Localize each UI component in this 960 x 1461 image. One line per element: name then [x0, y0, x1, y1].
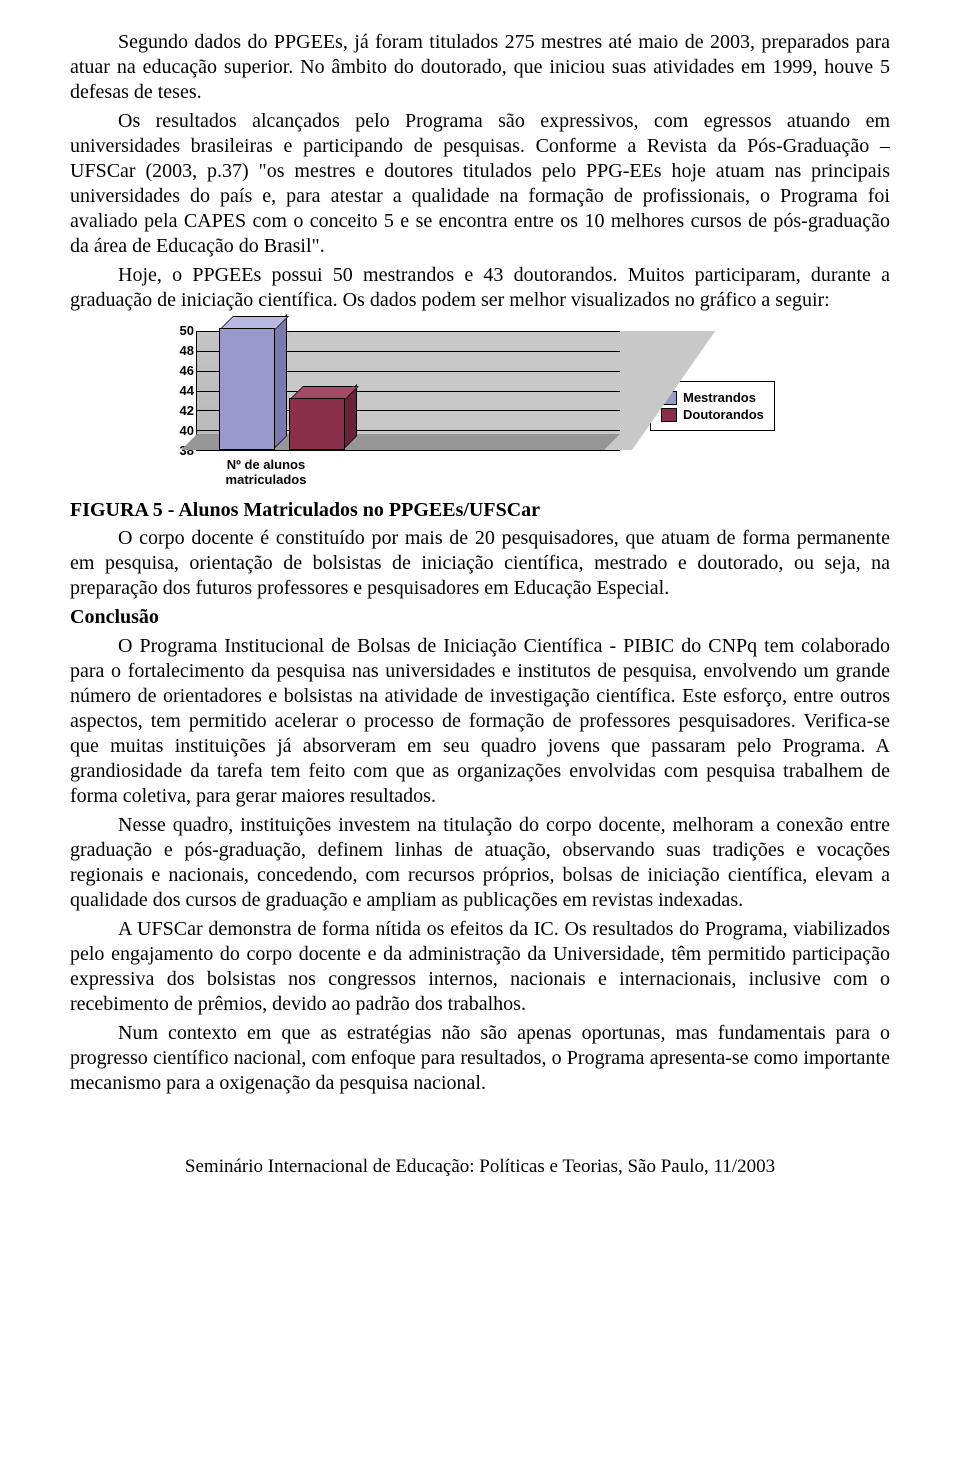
- legend-item: Doutorandos: [661, 407, 764, 422]
- paragraph-1: Segundo dados do PPGEEs, já foram titula…: [70, 30, 890, 105]
- legend-label: Mestrandos: [683, 390, 756, 405]
- y-axis-ticks: 50 48 46 44 42 40 38: [160, 331, 194, 451]
- plot-region: [196, 331, 620, 451]
- legend-item: Mestrandos: [661, 390, 764, 405]
- paragraph-2: Os resultados alcançados pelo Programa s…: [70, 109, 890, 259]
- x-label-line2: matriculados: [226, 472, 307, 487]
- paragraph-7: A UFSCar demonstra de forma nítida os ef…: [70, 917, 890, 1017]
- x-axis-label: Nº de alunos matriculados: [196, 458, 336, 487]
- bar-doutorandos: [289, 400, 355, 450]
- paragraph-3: Hoje, o PPGEEs possui 50 mestrandos e 43…: [70, 263, 890, 313]
- bar-chart: 50 48 46 44 42 40 38 Nº de alunos matric…: [160, 331, 800, 481]
- paragraph-4: O corpo docente é constituído por mais d…: [70, 526, 890, 601]
- x-label-line1: Nº de alunos: [227, 457, 305, 472]
- bars-container: [197, 331, 620, 450]
- section-title-conclusao: Conclusão: [70, 605, 890, 630]
- paragraph-8: Num contexto em que as estratégias não s…: [70, 1021, 890, 1096]
- page-footer: Seminário Internacional de Educação: Pol…: [70, 1156, 890, 1178]
- paragraph-6: Nesse quadro, instituições investem na t…: [70, 813, 890, 913]
- chart-plot-area: 50 48 46 44 42 40 38 Nº de alunos matric…: [160, 331, 620, 481]
- bar-mestrandos: [219, 330, 285, 450]
- legend-label: Doutorandos: [683, 407, 764, 422]
- figure-caption: FIGURA 5 - Alunos Matriculados no PPGEEs…: [70, 499, 890, 522]
- document-page: Segundo dados do PPGEEs, já foram titula…: [0, 0, 960, 1208]
- legend-swatch: [661, 408, 677, 422]
- paragraph-5: O Programa Institucional de Bolsas de In…: [70, 634, 890, 809]
